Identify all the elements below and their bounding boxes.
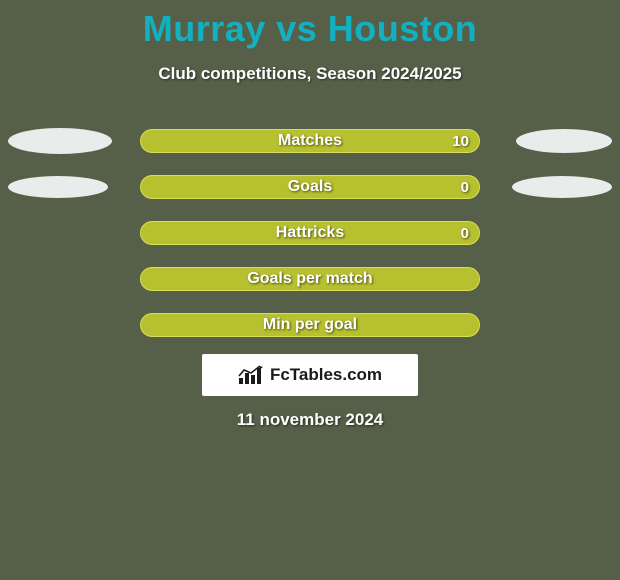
subtitle: Club competitions, Season 2024/2025	[0, 64, 620, 84]
stats-list: Matches 10 Goals 0 Hattricks 0	[0, 118, 620, 348]
right-value-ellipse	[516, 129, 612, 153]
stat-bar: Matches 10	[140, 129, 480, 153]
stat-right-value: 0	[461, 222, 469, 244]
stat-label: Hattricks	[141, 222, 479, 244]
left-value-ellipse	[8, 128, 112, 154]
right-value-ellipse	[512, 176, 612, 198]
stat-row-min-per-goal: Min per goal	[0, 302, 620, 348]
stat-row-hattricks: Hattricks 0	[0, 210, 620, 256]
stat-bar: Goals 0	[140, 175, 480, 199]
stat-right-value: 10	[452, 130, 469, 152]
stat-label: Goals	[141, 176, 479, 198]
stat-bar: Goals per match	[140, 267, 480, 291]
stat-label: Goals per match	[141, 268, 479, 290]
stat-bar: Min per goal	[140, 313, 480, 337]
date-text: 11 november 2024	[0, 410, 620, 430]
stat-right-value: 0	[461, 176, 469, 198]
page-title: Murray vs Houston	[0, 0, 620, 50]
stats-card: Murray vs Houston Club competitions, Sea…	[0, 0, 620, 580]
stat-row-matches: Matches 10	[0, 118, 620, 164]
logo-text: FcTables.com	[270, 365, 382, 385]
stat-row-goals: Goals 0	[0, 164, 620, 210]
stat-label: Matches	[141, 130, 479, 152]
stat-bar: Hattricks 0	[140, 221, 480, 245]
stat-label: Min per goal	[141, 314, 479, 336]
stat-row-goals-per-match: Goals per match	[0, 256, 620, 302]
site-logo: FcTables.com	[202, 354, 418, 396]
bar-chart-icon	[238, 365, 264, 385]
left-value-ellipse	[8, 176, 108, 198]
